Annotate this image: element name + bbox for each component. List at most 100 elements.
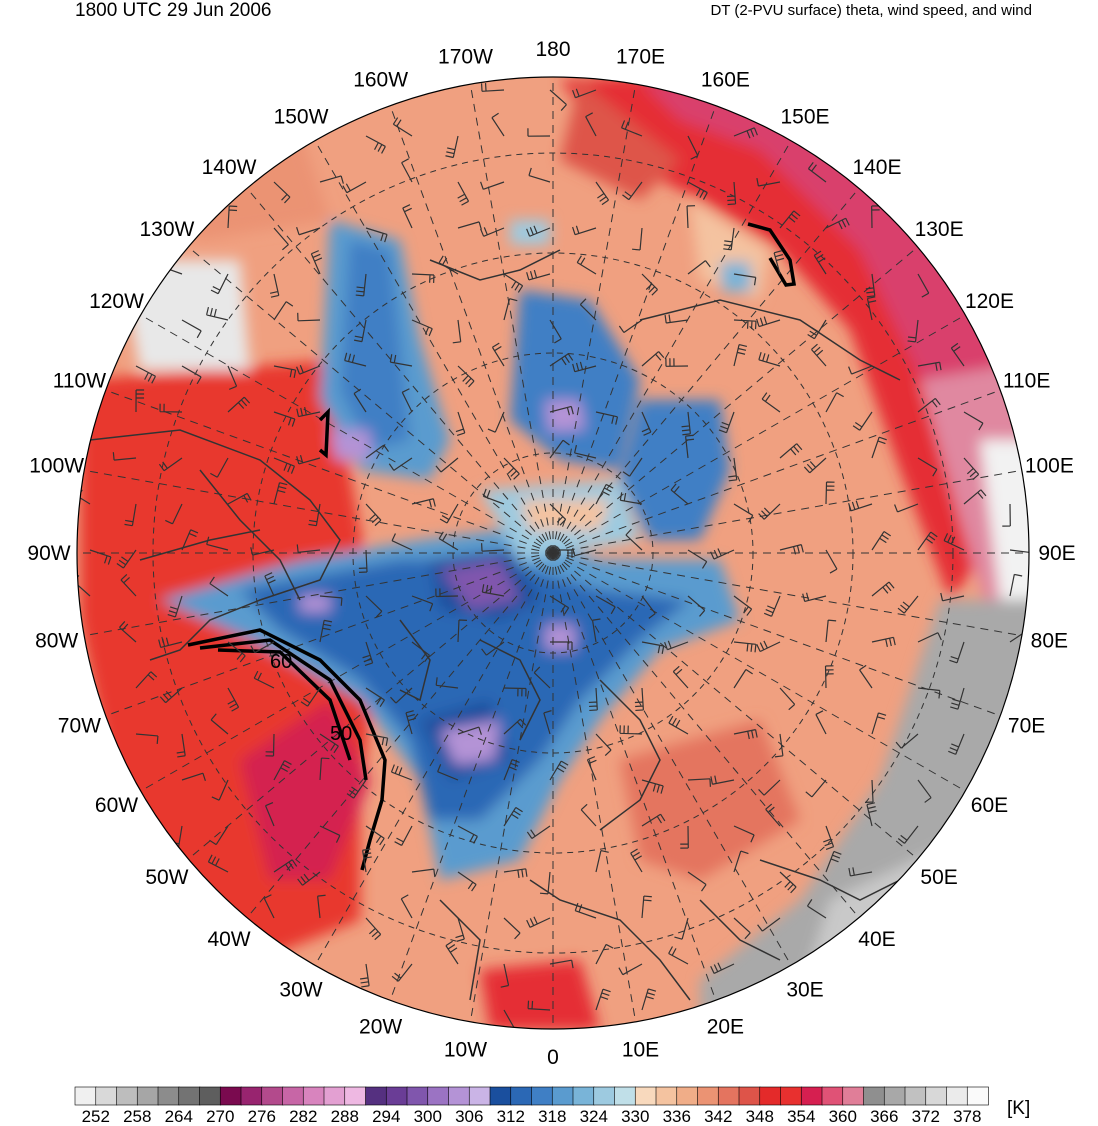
wind-barb <box>917 687 941 699</box>
meridian-line <box>552 389 1001 554</box>
wind-barb <box>296 365 321 375</box>
wind-barb <box>435 677 459 689</box>
wind-barb <box>580 803 597 827</box>
wind-barb <box>265 733 275 757</box>
wind-barb <box>825 481 835 505</box>
wind-barb <box>765 803 781 827</box>
wind-barb <box>392 117 413 137</box>
colorbar-unit-label: [K] <box>1007 1098 1030 1119</box>
wind-barb <box>687 181 708 200</box>
wind-barb <box>481 641 505 656</box>
wind-barb <box>457 871 477 892</box>
wind-barb <box>1002 503 1011 527</box>
wind-barb <box>549 959 574 969</box>
longitude-label: 90W <box>27 542 70 565</box>
wind-barb <box>437 764 459 781</box>
colorbar-swatch <box>74 1086 97 1106</box>
colorbar-tick-label: 318 <box>538 1107 566 1126</box>
meridian-line <box>552 140 792 554</box>
wind-barb <box>549 503 567 526</box>
colorbar-swatch <box>821 1086 844 1106</box>
colorbar-swatch <box>966 1086 989 1106</box>
colorbar-swatch <box>448 1086 471 1106</box>
wind-barb <box>595 411 619 425</box>
wind-barb <box>803 457 827 474</box>
meridian-line <box>552 552 1022 637</box>
wind-barb <box>668 715 689 735</box>
wind-barb <box>848 867 873 877</box>
wind-barb <box>687 778 712 787</box>
wind-barb <box>572 547 597 557</box>
wind-barb <box>948 733 965 755</box>
longitude-label: 30W <box>279 978 322 1001</box>
wind-barb <box>503 758 520 781</box>
wind-barb <box>641 411 652 436</box>
wind-barb <box>549 641 573 651</box>
colorbar-swatch <box>800 1086 823 1106</box>
wind-barb <box>805 779 827 798</box>
wind-barb <box>435 457 459 473</box>
longitude-label: 100W <box>29 454 84 477</box>
wind-barb <box>670 483 689 505</box>
wind-barb <box>158 637 183 648</box>
coastlines <box>89 249 901 1001</box>
wind-barb <box>135 389 145 413</box>
wind-barb <box>723 227 735 251</box>
colorbar-swatch <box>282 1086 305 1106</box>
wind-barb <box>269 273 280 298</box>
wind-barb <box>807 161 827 183</box>
wind-barb <box>358 549 368 573</box>
wind-barb <box>950 687 965 710</box>
longitude-label: 50E <box>920 866 957 889</box>
wind-barb <box>227 641 246 663</box>
wind-barb <box>457 181 470 206</box>
wind-barb <box>825 850 842 873</box>
wind-barb <box>481 584 505 597</box>
wind-barb <box>595 943 614 965</box>
wind-barb <box>503 298 518 321</box>
wind-barb <box>895 733 919 749</box>
colorbar-tick-label: 366 <box>870 1107 898 1126</box>
wind-barb <box>527 1000 551 1011</box>
wind-barb <box>491 342 505 367</box>
wind-barb <box>763 595 781 617</box>
wind-barb <box>963 457 980 481</box>
colorbar-swatch <box>842 1086 865 1106</box>
wind-barb <box>503 457 520 480</box>
wind-barb <box>209 825 229 846</box>
longitude-label: 30E <box>786 978 823 1001</box>
meridian-line <box>552 552 860 918</box>
wind-barb <box>549 595 570 615</box>
wind-barb <box>824 665 834 689</box>
colorbar-tick-label: 264 <box>165 1107 193 1126</box>
wind-barb <box>362 641 374 666</box>
wind-barb <box>815 710 827 735</box>
wind-barb <box>963 489 987 505</box>
colorbar-tick-label: 276 <box>248 1107 276 1126</box>
wind-barb <box>176 733 186 758</box>
wind-barb <box>296 544 321 553</box>
wind-barb <box>718 411 735 434</box>
wind-barb <box>394 825 413 846</box>
colorbar-swatch <box>489 1086 512 1106</box>
wind-barb <box>619 725 643 735</box>
wind-barb <box>823 825 835 850</box>
colorbar-tick-label: 372 <box>912 1107 940 1126</box>
wind-barb <box>641 895 652 919</box>
wind-barb <box>686 205 696 229</box>
wind-barb <box>365 687 385 708</box>
longitude-labels: 180 170E 160E 150E 140E 130E 120E 110E 100E 90E 80… <box>27 38 1075 1069</box>
wind-barb <box>445 940 459 965</box>
longitude-label: 80W <box>35 630 78 653</box>
wind-barb <box>871 531 892 551</box>
wind-barb <box>588 687 598 712</box>
wind-barb <box>917 779 932 803</box>
wind-barb <box>365 227 388 243</box>
meridian-line <box>314 552 554 966</box>
wind-barb <box>866 296 877 321</box>
wind-barb <box>871 436 887 459</box>
wind-barb <box>120 574 137 597</box>
wind-barb <box>365 733 389 747</box>
wind-barb <box>917 531 938 551</box>
wind-barb <box>757 917 781 932</box>
